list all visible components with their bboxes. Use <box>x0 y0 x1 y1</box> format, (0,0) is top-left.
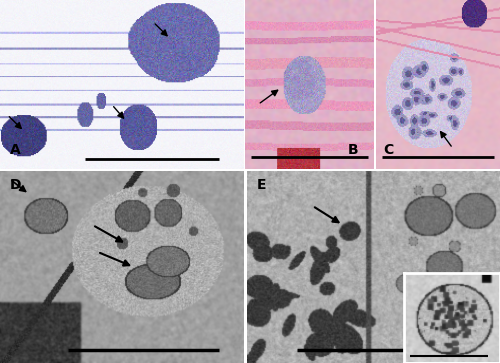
Text: C: C <box>384 143 394 157</box>
Text: D: D <box>10 178 21 192</box>
Text: B: B <box>348 143 359 157</box>
Text: E: E <box>256 178 266 192</box>
Text: A: A <box>10 143 20 157</box>
